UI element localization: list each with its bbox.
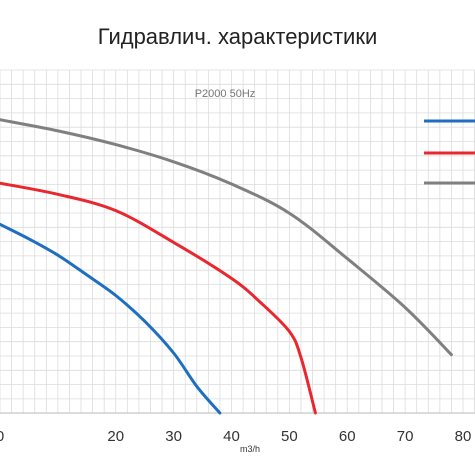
series-line-1 bbox=[0, 222, 222, 415]
x-tick-label: 70 bbox=[397, 428, 414, 445]
x-tick-label: 50 bbox=[281, 428, 298, 445]
x-tick-label: 80 bbox=[455, 428, 472, 445]
series-line-2 bbox=[0, 181, 317, 415]
x-tick-label: 30 bbox=[165, 428, 182, 445]
x-tick-label: 20 bbox=[107, 428, 124, 445]
series-line-3 bbox=[0, 118, 453, 357]
x-tick-label: 40 bbox=[223, 428, 240, 445]
x-tick-label: 60 bbox=[339, 428, 356, 445]
x-tick-label: 0 bbox=[0, 428, 4, 445]
x-axis-label: m3/h bbox=[240, 444, 260, 454]
chart-subtitle: P2000 50Hz bbox=[195, 88, 256, 100]
chart-title: Гидравлич. характеристики bbox=[97, 24, 378, 49]
